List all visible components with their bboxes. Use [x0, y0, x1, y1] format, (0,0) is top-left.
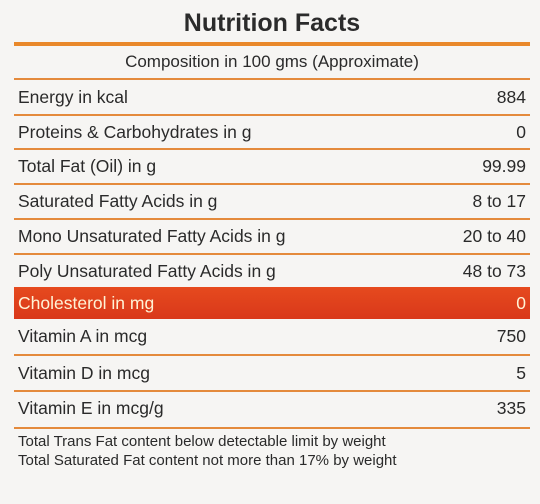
row-divider: [14, 148, 530, 150]
nutrient-value: 335: [496, 397, 526, 418]
nutrient-label: Vitamin E in mcg/g: [18, 397, 164, 418]
nutrient-value: 750: [496, 325, 526, 346]
nutrition-title: Nutrition Facts: [183, 9, 361, 37]
nutrient-value: 8 to 17: [472, 190, 526, 211]
nutrient-value: 5: [516, 362, 526, 383]
nutrient-label: Proteins & Carbohydrates in g: [18, 121, 252, 142]
row-divider: [14, 218, 530, 220]
row-divider: [14, 390, 530, 392]
nutrient-row-proteins-carbohydrates: Proteins & Carbohydrates in g 0: [18, 117, 528, 147]
nutrient-row-vitamin-d: Vitamin D in mcg 5: [18, 358, 528, 388]
nutrient-value: 0: [516, 121, 526, 142]
nutrient-row-vitamin-a: Vitamin A in mcg 750: [18, 321, 528, 351]
row-divider: [14, 354, 530, 356]
row-divider: [14, 183, 530, 185]
row-divider: [14, 253, 530, 255]
nutrient-value: 99.99: [482, 155, 526, 176]
nutrient-value: 884: [496, 86, 526, 107]
nutrient-label: Vitamin D in mcg: [18, 362, 150, 383]
nutrient-row-total-fat: Total Fat (Oil) in g 99.99: [18, 151, 528, 181]
footnote-saturated-fat: Total Saturated Fat content not more tha…: [18, 452, 397, 469]
nutrient-row-mono-unsaturated: Mono Unsaturated Fatty Acids in g 20 to …: [18, 221, 528, 251]
nutrient-value: 20 to 40: [462, 225, 526, 246]
row-divider: [14, 78, 530, 80]
nutrient-row-vitamin-e: Vitamin E in mcg/g 335: [18, 393, 528, 423]
nutrient-row-poly-unsaturated: Poly Unsaturated Fatty Acids in g 48 to …: [18, 256, 528, 286]
footnote-trans-fat: Total Trans Fat content below detectable…: [18, 433, 386, 450]
nutrient-label: Mono Unsaturated Fatty Acids in g: [18, 225, 286, 246]
row-divider: [14, 114, 530, 116]
row-divider: [14, 427, 530, 429]
nutrient-row-saturated-fatty-acids: Saturated Fatty Acids in g 8 to 17: [18, 186, 528, 216]
nutrient-label: Saturated Fatty Acids in g: [18, 190, 218, 211]
nutrient-label: Cholesterol in mg: [18, 292, 155, 313]
nutrient-value: 48 to 73: [462, 260, 526, 281]
composition-subheading: Composition in 100 gms (Approximate): [125, 52, 419, 71]
title-divider: [14, 42, 530, 46]
footnotes: Total Trans Fat content below detectable…: [18, 432, 530, 470]
nutrient-label: Energy in kcal: [18, 86, 128, 107]
nutrient-label: Total Fat (Oil) in g: [18, 155, 157, 176]
nutrition-facts-panel: Nutrition Facts Composition in 100 gms (…: [14, 0, 530, 504]
nutrient-value: 0: [516, 292, 526, 313]
nutrient-label: Vitamin A in mcg: [18, 325, 148, 346]
nutrient-label: Poly Unsaturated Fatty Acids in g: [18, 260, 276, 281]
nutrient-row-energy: Energy in kcal 884: [18, 82, 528, 112]
nutrient-row-cholesterol: Cholesterol in mg 0: [14, 287, 530, 319]
